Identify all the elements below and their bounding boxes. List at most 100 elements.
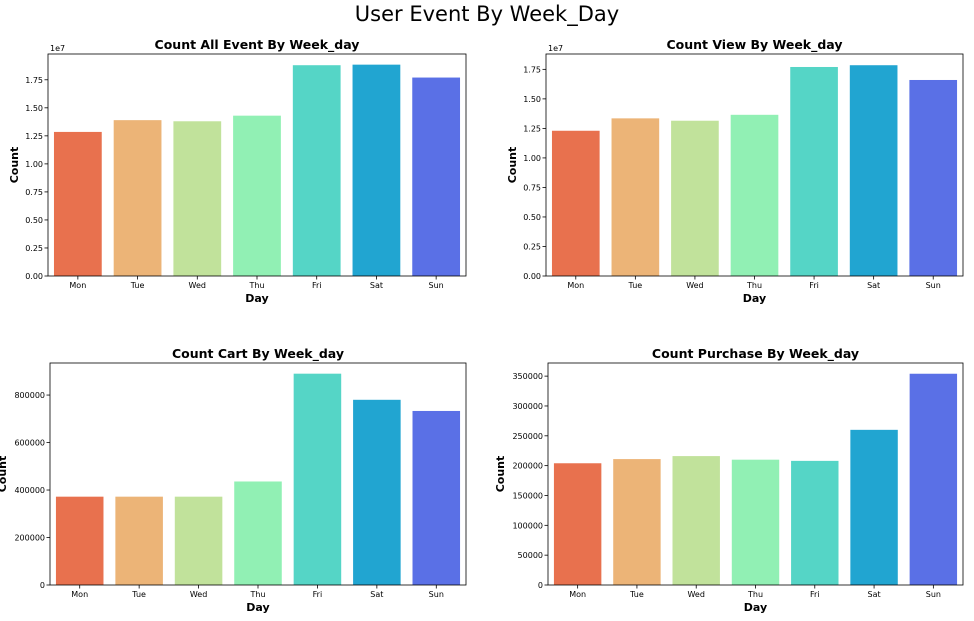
- y-tick-label: 0.50: [25, 216, 43, 225]
- y-tick-label: 800000: [14, 391, 45, 400]
- x-tick-label: Sun: [926, 590, 941, 599]
- bar-sun: [909, 373, 958, 585]
- x-tick-label: Fri: [810, 590, 820, 599]
- y-tick-label: 600000: [14, 439, 45, 448]
- y-offset-label: 1e7: [548, 44, 563, 53]
- x-tick-label: Thu: [249, 590, 265, 599]
- x-axis-label: Day: [743, 292, 766, 305]
- x-axis-label: Day: [246, 601, 269, 614]
- y-axis-label: Count: [506, 147, 519, 184]
- y-tick-label: 1.75: [25, 76, 43, 85]
- y-axis-label: Count: [8, 147, 21, 184]
- x-tick-label: Sat: [370, 590, 383, 599]
- x-tick-label: Tue: [130, 281, 145, 290]
- y-tick-label: 0: [538, 581, 543, 590]
- x-tick-label: Tue: [628, 281, 643, 290]
- x-tick-label: Sun: [429, 590, 444, 599]
- y-tick-label: 0.00: [25, 272, 43, 281]
- x-tick-label: Thu: [746, 281, 762, 290]
- bar-wed: [671, 120, 719, 276]
- bar-sat: [352, 64, 401, 277]
- y-tick-label: 0.50: [523, 213, 541, 222]
- chart-title: Count View By Week_day: [666, 37, 842, 53]
- y-tick-label: 100000: [512, 521, 543, 530]
- x-tick-label: Sun: [429, 281, 444, 290]
- chart-cart: Count Cart By Week_day Day Count Mon Tue W…: [0, 346, 467, 614]
- chart-title: Count All Event By Week_day: [155, 37, 360, 53]
- chart-all-event: Count All Event By Week_day Day Count 1e…: [8, 37, 467, 305]
- bar-mon: [55, 496, 104, 585]
- x-tick-label: Sun: [926, 281, 941, 290]
- bar-fri: [790, 66, 838, 277]
- y-tick-label: 200000: [512, 462, 543, 471]
- x-tick-label: Wed: [686, 281, 703, 290]
- bar-fri: [293, 373, 342, 585]
- y-tick-label: 0: [40, 581, 45, 590]
- bar-mon: [551, 130, 600, 276]
- bar-wed: [174, 496, 223, 585]
- x-tick-label: Sat: [867, 281, 880, 290]
- y-tick-label: 0.25: [25, 244, 43, 253]
- y-axis-label: Count: [494, 456, 507, 493]
- y-tick-label: 300000: [512, 402, 543, 411]
- y-tick-label: 1.25: [523, 124, 541, 133]
- x-tick-label: Mon: [69, 281, 86, 290]
- y-axis-label: Count: [0, 456, 9, 493]
- bar-sat: [850, 429, 898, 585]
- x-tick-label: Sat: [370, 281, 383, 290]
- y-tick-label: 0.00: [523, 272, 541, 281]
- y-tick-label: 0.75: [25, 188, 43, 197]
- x-tick-label: Wed: [189, 281, 206, 290]
- x-tick-label: Mon: [71, 590, 88, 599]
- chart-title: Count Purchase By Week_day: [652, 346, 859, 362]
- y-tick-label: 400000: [14, 486, 45, 495]
- y-tick-label: 1.75: [523, 65, 541, 74]
- x-tick-label: Mon: [569, 590, 586, 599]
- bar-tue: [613, 459, 661, 585]
- bar-fri: [791, 460, 839, 585]
- bar-sat: [353, 399, 401, 585]
- bar-thu: [234, 481, 282, 585]
- x-tick-label: Sat: [868, 590, 881, 599]
- bar-tue: [611, 118, 660, 276]
- x-tick-label: Tue: [629, 590, 644, 599]
- x-tick-label: Wed: [687, 590, 704, 599]
- bar-sat: [849, 65, 898, 276]
- x-tick-label: Fri: [313, 590, 323, 599]
- y-tick-label: 1.25: [25, 132, 43, 141]
- x-tick-label: Thu: [747, 590, 763, 599]
- bar-sun: [412, 77, 461, 276]
- y-tick-label: 1.50: [25, 104, 43, 113]
- bar-wed: [173, 121, 222, 277]
- y-tick-label: 250000: [512, 432, 543, 441]
- chart-title: Count Cart By Week_day: [172, 346, 344, 362]
- y-tick-label: 1.50: [523, 95, 541, 104]
- x-tick-label: Fri: [809, 281, 819, 290]
- chart-view: Count View By Week_day Day Count 1e7 Mon…: [506, 37, 964, 305]
- y-tick-label: 0.75: [523, 183, 541, 192]
- y-tick-label: 350000: [512, 372, 543, 381]
- x-axis-label: Day: [245, 292, 268, 305]
- bar-thu: [730, 114, 779, 276]
- bar-thu: [233, 115, 281, 276]
- bar-mon: [553, 463, 602, 585]
- figure-title: User Event By Week_Day: [354, 2, 620, 26]
- x-tick-label: Tue: [131, 590, 146, 599]
- bar-thu: [731, 459, 780, 585]
- y-tick-label: 1.00: [523, 154, 541, 163]
- bar-mon: [53, 131, 102, 276]
- chart-purchase: Count Purchase By Week_day Day Count Mon…: [494, 346, 964, 614]
- y-tick-label: 1.00: [25, 160, 43, 169]
- x-tick-label: Fri: [312, 281, 322, 290]
- x-axis-label: Day: [744, 601, 767, 614]
- bar-tue: [113, 120, 162, 277]
- bar-sun: [412, 410, 461, 585]
- y-tick-label: 50000: [518, 551, 543, 560]
- bar-fri: [292, 65, 341, 277]
- y-offset-label: 1e7: [50, 44, 65, 53]
- x-tick-label: Thu: [248, 281, 264, 290]
- bar-wed: [672, 456, 720, 585]
- y-tick-label: 200000: [14, 534, 45, 543]
- y-tick-label: 0.25: [523, 242, 541, 251]
- x-tick-label: Mon: [567, 281, 584, 290]
